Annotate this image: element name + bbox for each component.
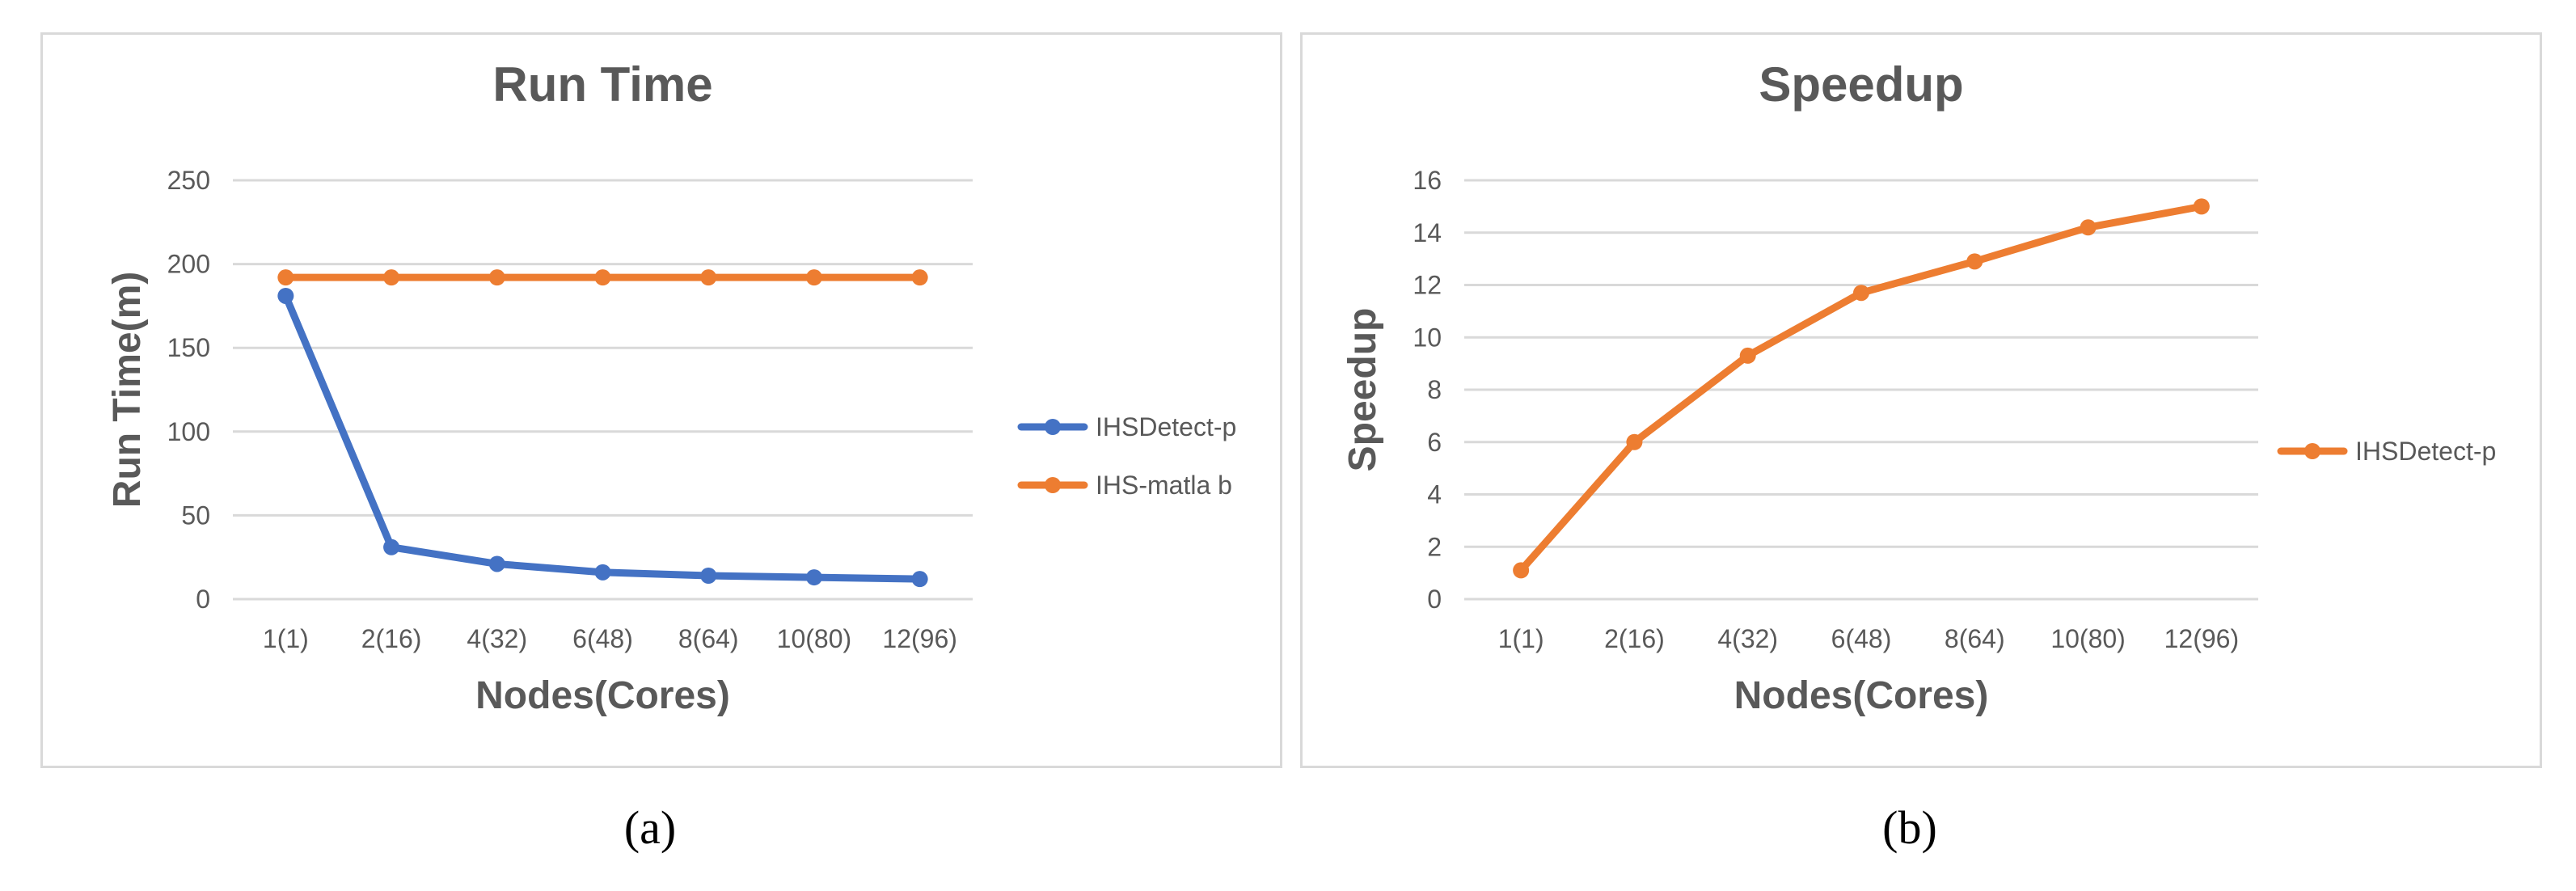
runtime-data-point: [700, 567, 717, 584]
runtime-legend-marker: [1045, 419, 1061, 435]
speedup-chart-panel: Speedup 0 2 4 6 8 10 12 14 16 1(1) 2(16) 4(32) 6(48) 8…: [1300, 32, 2542, 768]
speedup-y-tick-label: 6: [1427, 428, 1442, 457]
speedup-data-point: [1853, 285, 1869, 302]
caption-a: (a): [623, 801, 677, 854]
runtime-data-point: [911, 269, 928, 286]
run-time-chart: Run Time 0 50 100 150 200 250 1(1) 2(16) 4(32) 6(4…: [106, 57, 1236, 717]
runtime-y-tick-label: 50: [181, 500, 210, 530]
speedup-data-point: [1626, 433, 1643, 450]
runtime-y-axis-title: Run Time(m): [106, 272, 149, 508]
runtime-x-tick-label: 6(48): [572, 624, 633, 653]
speedup-x-tick-label: 8(64): [1945, 624, 2005, 653]
speedup-y-tick-label: 14: [1413, 218, 1442, 247]
runtime-data-point: [805, 269, 822, 286]
caption-b: (b): [1882, 801, 1937, 854]
runtime-data-point: [277, 287, 294, 304]
runtime-x-tick-label: 8(64): [678, 624, 739, 653]
runtime-x-tick-label: 4(32): [467, 624, 527, 653]
runtime-data-point: [383, 269, 400, 286]
runtime-data-point: [488, 269, 505, 286]
speedup-y-tick-label: 16: [1413, 166, 1442, 195]
runtime-y-tick-label: 150: [167, 333, 210, 362]
speedup-chart: Speedup 0 2 4 6 8 10 12 14 16 1(1) 2(16) 4(32) 6(48) 8…: [1341, 57, 2496, 717]
runtime-legend-label: IHSDetect-p: [1096, 412, 1236, 441]
speedup-y-axis-title: Speedup: [1341, 308, 1384, 472]
runtime-data-point: [911, 571, 928, 588]
runtime-data-point: [277, 269, 294, 286]
speedup-legend-marker: [2304, 443, 2321, 459]
runtime-data-point: [700, 269, 717, 286]
speedup-x-tick-label: 2(16): [1604, 624, 1665, 653]
runtime-data-point: [594, 269, 611, 286]
speedup-x-tick-label: 1(1): [1498, 624, 1544, 653]
runtime-y-tick-label: 250: [167, 166, 210, 195]
speedup-data-point: [1513, 562, 1530, 579]
runtime-data-point: [805, 569, 822, 586]
speedup-x-tick-label: 4(32): [1717, 624, 1778, 653]
runtime-y-tick-label: 200: [167, 250, 210, 279]
runtime-data-point: [594, 564, 611, 581]
runtime-data-point: [488, 555, 505, 572]
speedup-chart-title: Speedup: [1759, 57, 1963, 112]
runtime-data-point: [383, 538, 400, 555]
runtime-x-axis-title: Nodes(Cores): [475, 674, 730, 717]
speedup-data-point: [1966, 253, 1983, 270]
speedup-x-axis-title: Nodes(Cores): [1734, 674, 1989, 717]
runtime-x-tick-label: 10(80): [777, 624, 852, 653]
speedup-y-tick-label: 8: [1427, 375, 1442, 404]
runtime-x-tick-label: 1(1): [263, 624, 309, 653]
speedup-y-tick-label: 10: [1413, 323, 1442, 352]
speedup-data-point: [1739, 347, 1756, 364]
speedup-legend-label: IHSDetect-p: [2355, 437, 2496, 466]
speedup-x-tick-label: 12(96): [2164, 624, 2240, 653]
speedup-x-tick-label: 6(48): [1831, 624, 1892, 653]
speedup-y-tick-label: 12: [1413, 271, 1442, 300]
speedup-y-tick-label: 0: [1427, 585, 1442, 614]
runtime-series-line: [281, 292, 924, 583]
speedup-x-tick-label: 10(80): [2050, 624, 2126, 653]
runtime-chart-title: Run Time: [492, 57, 712, 112]
speedup-data-point: [2193, 198, 2210, 215]
speedup-data-point: [2080, 219, 2097, 236]
runtime-y-tick-label: 100: [167, 417, 210, 446]
speedup-y-tick-label: 4: [1427, 480, 1442, 509]
run-time-chart-panel: Run Time 0 50 100 150 200 250 1(1) 2(16) 4(32) 6(4…: [40, 32, 1282, 768]
runtime-legend-marker: [1045, 477, 1061, 493]
runtime-x-tick-label: 12(96): [882, 624, 957, 653]
runtime-x-tick-label: 2(16): [361, 624, 422, 653]
runtime-legend-label: IHS-matla b: [1096, 471, 1232, 500]
speedup-series-line: [1517, 202, 2206, 574]
speedup-y-tick-label: 2: [1427, 532, 1442, 561]
runtime-y-tick-label: 0: [196, 585, 210, 614]
